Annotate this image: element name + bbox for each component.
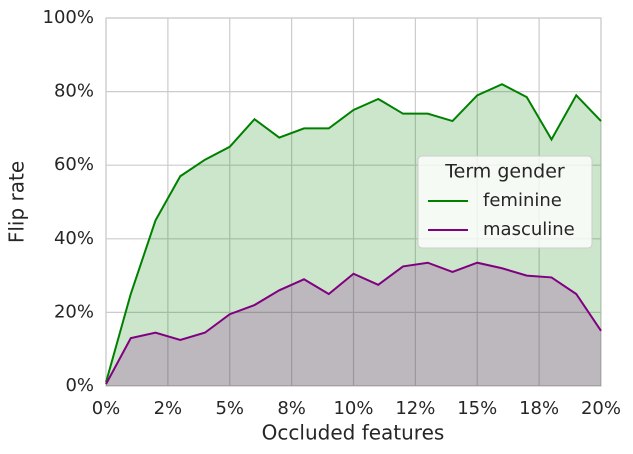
legend-box (417, 155, 593, 249)
y-tick-label: 100% (43, 7, 94, 28)
x-tick-label: 5% (215, 398, 244, 419)
x-tick-label: 18% (519, 398, 559, 419)
x-tick-label: 15% (457, 398, 497, 419)
y-tick-label: 40% (54, 228, 94, 249)
legend-title: Term gender (444, 161, 565, 183)
x-tick-label: 12% (395, 398, 435, 419)
x-tick-label: 8% (277, 398, 306, 419)
y-tick-label: 0% (65, 375, 94, 396)
legend-label: masculine (483, 219, 575, 240)
legend-label: feminine (483, 190, 562, 211)
line (105, 83, 602, 383)
x-tick-label: 0% (92, 398, 121, 419)
y-axis-label: Flip rate (5, 161, 29, 243)
x-tick-label: 10% (333, 398, 373, 419)
line (105, 261, 602, 385)
area (106, 262, 601, 386)
y-tick-label: 20% (54, 301, 94, 322)
plot-frame (105, 17, 602, 387)
x-tick-label: 20% (581, 398, 621, 419)
x-axis-label: Occluded features (262, 421, 445, 445)
y-tick-label: 80% (54, 81, 94, 102)
y-tick-label: 60% (54, 154, 94, 175)
x-tick-label: 2% (154, 398, 183, 419)
